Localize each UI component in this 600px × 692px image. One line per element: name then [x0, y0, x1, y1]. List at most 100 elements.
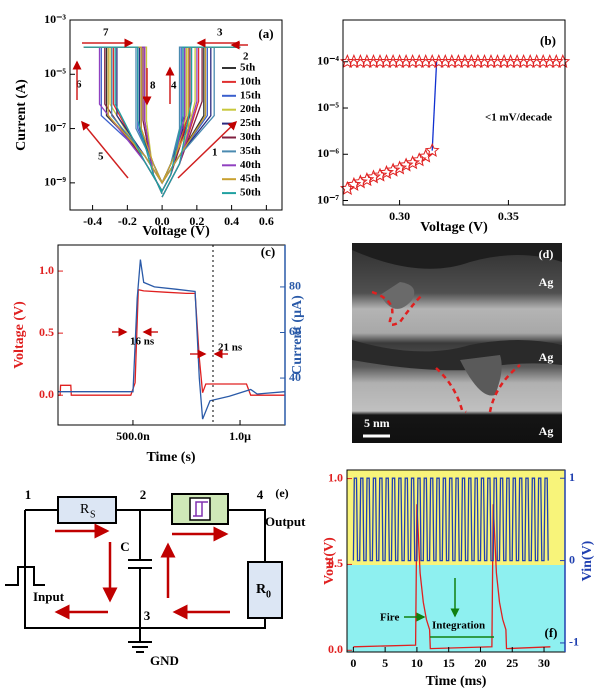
node-label: 2	[140, 487, 147, 502]
legend-label: 5th	[240, 62, 255, 74]
legend-label: 40th	[240, 159, 261, 171]
annotation: 21 ns	[218, 342, 243, 354]
y-tick-label: 10⁻⁶	[317, 146, 339, 160]
star-marker	[398, 157, 414, 172]
x-axis-label: Voltage (V)	[420, 220, 488, 235]
x-tick-label: 25	[506, 656, 518, 670]
plot-area	[431, 61, 438, 151]
plot-frame	[57, 244, 286, 426]
y-tick-label: 10⁻⁴	[317, 54, 339, 68]
y-axis-label: Voltage (V)	[12, 301, 27, 369]
y-tick-label: 10⁻³	[44, 12, 66, 26]
tem-outline	[488, 364, 521, 413]
star-marker	[457, 53, 473, 69]
star-marker	[379, 53, 394, 69]
capacitor-ground	[128, 510, 152, 653]
y2-axis-label: Vin(V)	[580, 540, 595, 581]
x-tick-label: 0.0	[155, 214, 170, 228]
y2-tick-label: 60	[289, 324, 301, 338]
y-tick-label: 1.0	[39, 263, 54, 277]
annotation: 2	[243, 51, 249, 63]
plot-background	[347, 565, 565, 652]
star-marker	[444, 53, 460, 69]
star-marker	[398, 53, 414, 69]
y-tick-label: 0.0	[328, 642, 343, 656]
star-marker	[496, 54, 512, 69]
legend-label: 45th	[240, 173, 261, 185]
x-tick-label: 0	[350, 656, 356, 670]
tem-image: (d) Ag Ag Ag 5 nm	[352, 243, 562, 443]
legend-label: 35th	[240, 145, 261, 157]
legend-label: 25th	[240, 117, 261, 129]
x-axis-label: Time (s)	[146, 450, 195, 465]
component-label: C	[120, 539, 129, 554]
tem-outline	[435, 367, 467, 414]
y-tick-label: 10⁻⁵	[44, 66, 66, 80]
star-marker	[424, 142, 440, 157]
input-pulse	[5, 566, 45, 586]
star-marker	[405, 54, 421, 69]
plot-area	[83, 46, 241, 198]
component-subscript: S	[90, 509, 96, 520]
plot-area	[58, 259, 285, 420]
star-marker	[555, 53, 571, 69]
star-marker	[352, 174, 368, 189]
star-marker	[372, 167, 388, 182]
y-tick-label: 0.0	[39, 387, 54, 401]
star-marker	[548, 53, 564, 69]
x-axis-label: Time (ms)	[426, 674, 487, 689]
star-marker	[418, 148, 434, 163]
star-marker	[346, 53, 362, 69]
node-label: 3	[144, 608, 151, 623]
annotation: 1	[212, 147, 218, 159]
series-line	[353, 504, 551, 650]
star-marker	[542, 54, 558, 69]
y2-tick-label: 40	[289, 370, 301, 384]
panel-label: (e)	[275, 486, 288, 500]
panel-label: (a)	[258, 26, 273, 41]
hysteresis-symbol	[193, 501, 208, 517]
y2-tick-label: 1	[569, 470, 575, 484]
star-marker	[463, 53, 479, 69]
star-marker	[535, 54, 551, 69]
x-tick-label: 10	[411, 656, 423, 670]
star-marker	[522, 53, 538, 69]
legend-label: 10th	[240, 75, 261, 87]
star-marker	[411, 152, 427, 167]
plot-area	[352, 477, 551, 650]
circuit: (e) 1 2 3 4 R S R 0 C Output Input GND	[5, 486, 306, 668]
tem-band	[352, 243, 562, 269]
star-marker	[379, 164, 394, 179]
star-marker	[352, 53, 368, 69]
legend-label: 50th	[240, 187, 261, 199]
component-label: R	[256, 582, 267, 597]
series-line	[83, 46, 241, 185]
y-tick-label: 0.5	[328, 556, 343, 570]
star-marker	[490, 53, 505, 69]
star-marker	[405, 155, 421, 170]
x-tick-label: 0.30	[389, 209, 410, 223]
node-label: 1	[25, 487, 32, 502]
tem-blob	[460, 355, 502, 396]
star-marker	[411, 53, 427, 69]
panel-label: (c)	[261, 244, 275, 259]
ground-label: GND	[150, 653, 179, 668]
output-label: Output	[265, 514, 306, 529]
legend-label: 20th	[240, 103, 261, 115]
annotation-arrow	[177, 120, 238, 179]
annotation: 7	[103, 27, 109, 39]
x-tick-label: 0.2	[189, 214, 204, 228]
star-marker	[529, 53, 545, 69]
input-label: Input	[33, 589, 65, 604]
x-tick-label: -0.2	[118, 214, 137, 228]
y-axis-label: Vout(V)	[322, 537, 337, 585]
annotation: 6	[76, 79, 82, 91]
star-marker	[483, 53, 499, 69]
series-line	[352, 477, 549, 562]
plot-frame	[342, 19, 566, 206]
y2-tick-label: 0	[569, 552, 575, 566]
resistor	[57, 496, 117, 524]
x-tick-label: 0.6	[259, 214, 274, 228]
y-axis-label: Current (A)	[14, 79, 29, 151]
